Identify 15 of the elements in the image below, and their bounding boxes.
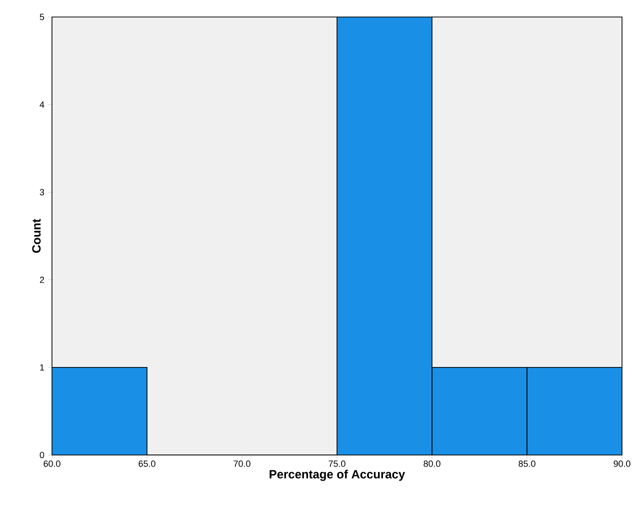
x-axis-title: Percentage of Accuracy bbox=[270, 470, 406, 481]
x-tick-label: 80.0 bbox=[424, 460, 440, 467]
y-tick-label: 5 bbox=[40, 14, 44, 20]
x-tick-label: 70.0 bbox=[234, 460, 250, 467]
x-tick-label: 90.0 bbox=[614, 460, 630, 467]
y-tick-label: 1 bbox=[40, 364, 44, 370]
x-tick-label: 65.0 bbox=[138, 460, 156, 467]
x-tick-label: 60.0 bbox=[44, 460, 60, 467]
x-tick-label: 75.0 bbox=[328, 460, 346, 467]
y-tick-label: 0 bbox=[40, 452, 44, 458]
x-tick-label: 85.0 bbox=[518, 460, 536, 467]
y-tick-label: 2 bbox=[40, 276, 44, 283]
y-tick-label: 4 bbox=[40, 102, 44, 108]
y-axis-title: Count bbox=[32, 218, 41, 253]
y-tick-label: 3 bbox=[40, 189, 44, 196]
